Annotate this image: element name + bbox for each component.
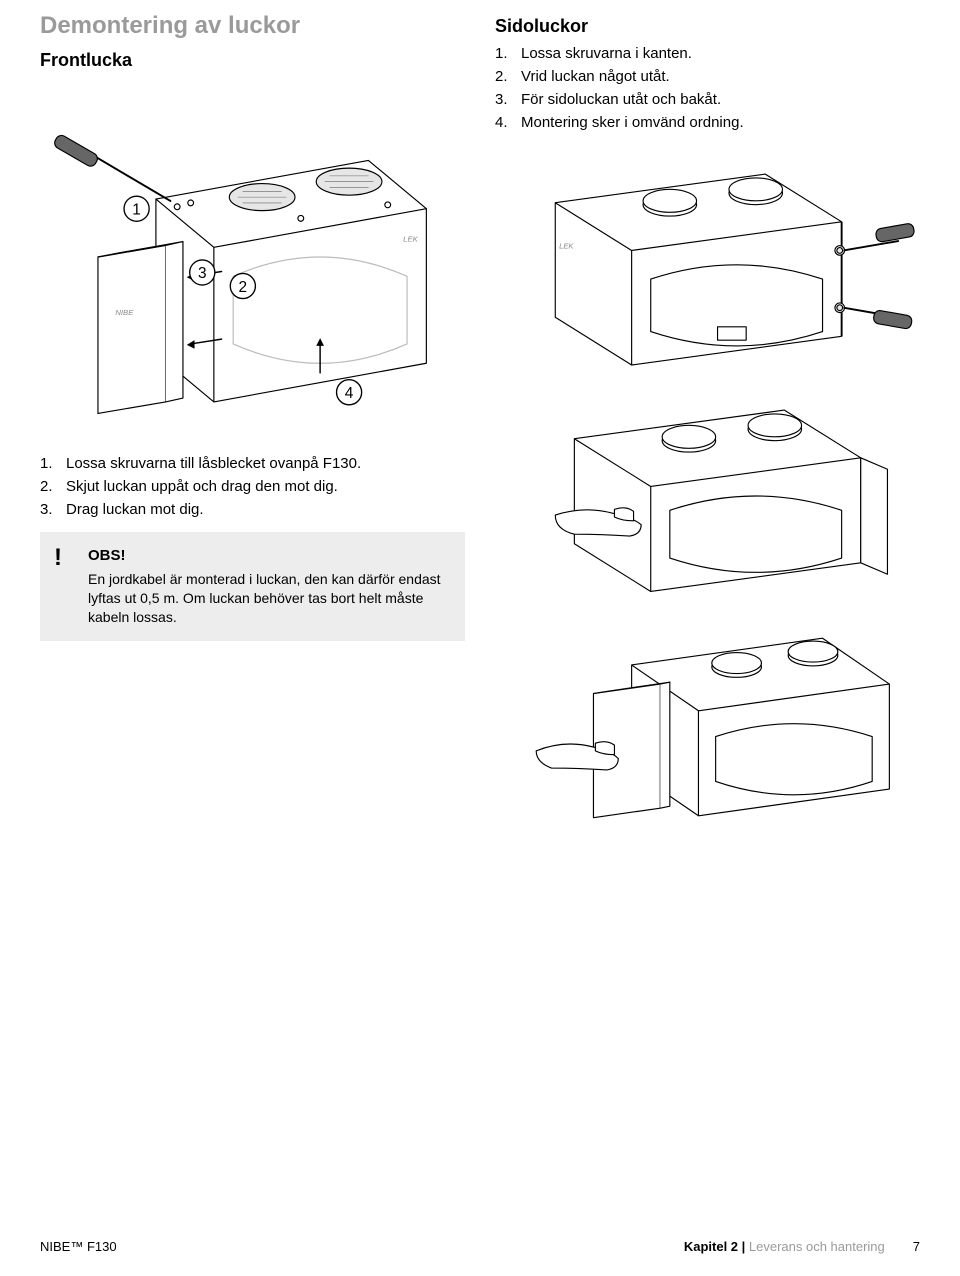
footer-page-number: 7 bbox=[913, 1239, 920, 1254]
footer-product: NIBE™ F130 bbox=[40, 1239, 117, 1254]
sidoluckor-diagram-2 bbox=[495, 391, 920, 601]
obs-notice: ! OBS! En jordkabel är monterad i luckan… bbox=[40, 532, 465, 641]
step-text: För sidoluckan utåt och bakåt. bbox=[521, 91, 721, 108]
frontlucka-heading: Frontlucka bbox=[40, 50, 465, 71]
step-text: Lossa skruvarna i kanten. bbox=[521, 45, 692, 62]
notice-title: OBS! bbox=[88, 546, 451, 566]
sidoluckor-diagram-3 bbox=[495, 617, 920, 837]
step-text: Lossa skruvarna till låsblecket ovanpå F… bbox=[66, 455, 361, 472]
svg-text:LEK: LEK bbox=[403, 235, 418, 244]
svg-text:2: 2 bbox=[239, 279, 248, 296]
step-text: Montering sker i omvänd ordning. bbox=[521, 114, 744, 131]
step-text: Drag luckan mot dig. bbox=[66, 501, 204, 518]
svg-text:3: 3 bbox=[198, 265, 207, 282]
right-column: Sidoluckor 1.Lossa skruvarna i kanten. 2… bbox=[495, 12, 920, 853]
page-footer: NIBE™ F130 Kapitel 2 | Leverans och hant… bbox=[40, 1239, 920, 1254]
notice-body: En jordkabel är monterad i luckan, den k… bbox=[88, 570, 451, 627]
sidoluckor-steps: 1.Lossa skruvarna i kanten. 2.Vrid lucka… bbox=[495, 43, 920, 133]
svg-text:LEK: LEK bbox=[559, 242, 574, 251]
sidoluckor-diagram-1: LEK bbox=[495, 145, 920, 375]
step-text: Skjut luckan uppåt och drag den mot dig. bbox=[66, 478, 338, 495]
svg-text:4: 4 bbox=[345, 385, 354, 402]
footer-chapter: Kapitel 2 | Leverans och hantering bbox=[684, 1239, 885, 1254]
frontlucka-steps: 1.Lossa skruvarna till låsblecket ovanpå… bbox=[40, 453, 465, 520]
sidoluckor-heading: Sidoluckor bbox=[495, 16, 920, 37]
svg-text:1: 1 bbox=[132, 202, 141, 219]
warning-icon: ! bbox=[54, 546, 62, 570]
left-column: Demontering av luckor Frontlucka bbox=[40, 12, 465, 853]
page-title: Demontering av luckor bbox=[40, 12, 465, 40]
step-text: Vrid luckan något utåt. bbox=[521, 68, 670, 85]
frontlucka-diagram: NIBE LEK 1 bbox=[40, 77, 465, 437]
svg-text:NIBE: NIBE bbox=[115, 308, 134, 317]
